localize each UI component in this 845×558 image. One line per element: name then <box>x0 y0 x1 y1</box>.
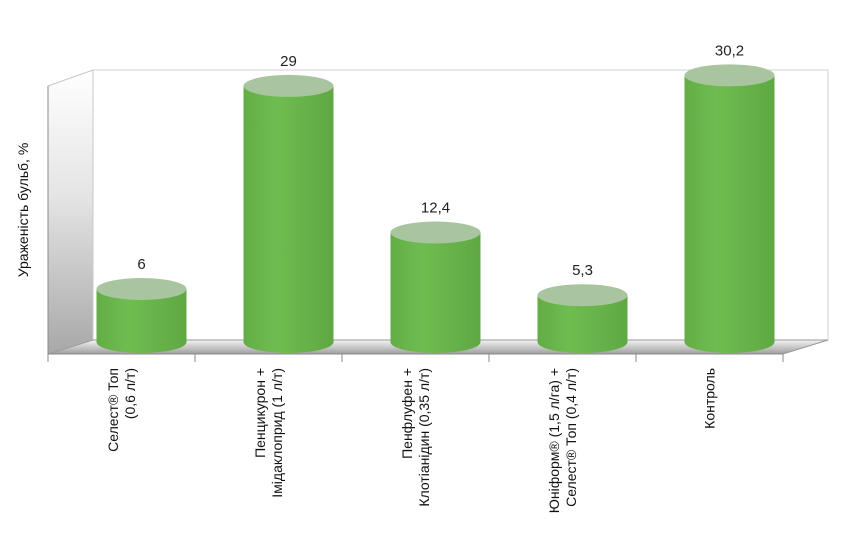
bar-top <box>390 221 481 244</box>
bar-body <box>96 289 187 354</box>
category-label-line: Селест® Топ (0,4 л/т) <box>563 368 579 507</box>
category-label: Пенцикурон +Імідаклоприд (1 л/т) <box>252 368 285 498</box>
category-label: Юніформ® (1,5 л/га) +Селест® Топ (0,4 л/… <box>546 368 579 513</box>
y-axis-title: Ураженість бульб, % <box>15 143 31 278</box>
data-label: 6 <box>137 256 145 273</box>
side-wall <box>47 69 94 355</box>
category-label: Селест® Топ(0,6 л/т) <box>105 368 138 452</box>
bar-body <box>390 232 481 354</box>
category-label-line: Селест® Топ <box>105 368 121 452</box>
bar-body <box>684 75 775 354</box>
bar <box>96 278 187 354</box>
category-label-line: Імідаклоприд (1 л/т) <box>269 368 285 498</box>
data-label: 12,4 <box>421 200 450 217</box>
category-label-line: (0,6 л/т) <box>122 368 138 419</box>
category-label-line: Пенфлуфен + <box>399 368 415 459</box>
category-label: Контроль <box>702 368 718 429</box>
data-label: 30,2 <box>715 42 744 59</box>
data-label: 5,3 <box>572 262 593 279</box>
bar-top <box>684 64 775 87</box>
category-label-line: Юніформ® (1,5 л/га) + <box>546 368 562 513</box>
bar-body <box>537 295 628 354</box>
category-label-line: Пенцикурон + <box>252 368 268 458</box>
data-label: 29 <box>280 53 297 70</box>
category-label: Пенфлуфен +Клотіанідин (0,35 л/т) <box>399 368 432 507</box>
bar <box>390 221 481 354</box>
bar-top <box>96 278 187 301</box>
bar-top <box>537 284 628 307</box>
bar <box>537 284 628 354</box>
bar <box>243 74 334 354</box>
bar <box>684 64 775 354</box>
bar-top <box>243 74 334 97</box>
category-label-line: Контроль <box>702 368 718 429</box>
category-label-line: Клотіанідин (0,35 л/т) <box>416 368 432 507</box>
bar-body <box>243 85 334 354</box>
